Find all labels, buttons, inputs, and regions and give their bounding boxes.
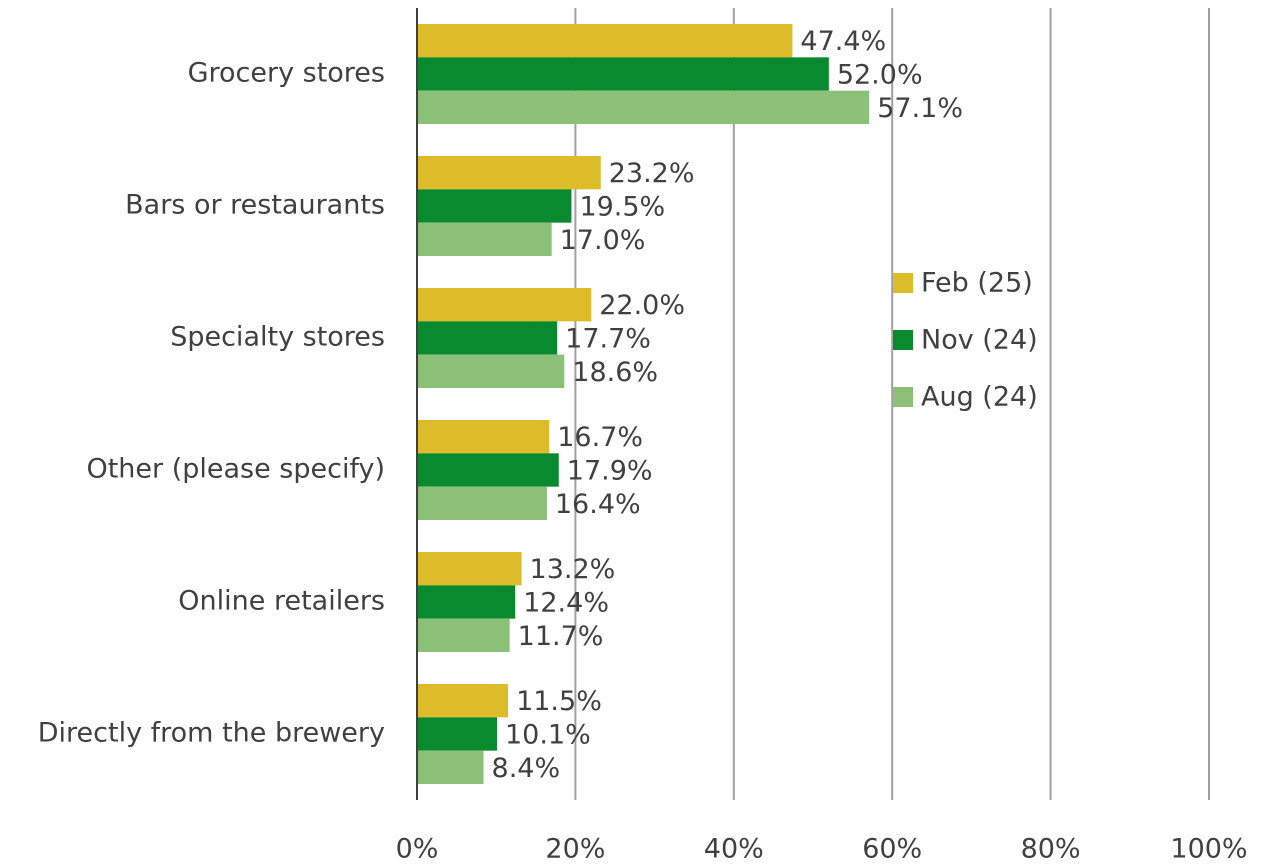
bar xyxy=(417,552,522,586)
value-label: 18.6% xyxy=(572,357,658,388)
value-label: 22.0% xyxy=(599,290,685,321)
bar xyxy=(417,156,601,190)
x-tick-label: 100% xyxy=(1170,834,1247,865)
bar xyxy=(417,189,572,223)
x-tick-label: 40% xyxy=(704,834,764,865)
category-label: Directly from the brewery xyxy=(38,718,385,749)
value-label: 12.4% xyxy=(523,588,609,619)
bar xyxy=(417,618,510,652)
bar xyxy=(417,24,793,58)
x-tick-label: 20% xyxy=(545,834,605,865)
bar xyxy=(417,354,565,388)
bar xyxy=(417,321,558,355)
value-label: 47.4% xyxy=(800,26,886,57)
value-label: 16.4% xyxy=(555,489,641,520)
value-label: 10.1% xyxy=(505,720,591,751)
bar xyxy=(417,486,547,520)
legend-label: Feb (25) xyxy=(921,268,1033,299)
value-label: 13.2% xyxy=(530,554,616,585)
category-label: Specialty stores xyxy=(170,322,385,353)
value-label: 19.5% xyxy=(579,192,665,223)
legend-swatch xyxy=(893,387,913,407)
value-label: 8.4% xyxy=(492,753,561,784)
legend-swatch xyxy=(893,330,913,350)
value-label: 17.0% xyxy=(560,225,646,256)
value-label: 17.7% xyxy=(565,324,651,355)
category-label: Bars or restaurants xyxy=(125,190,385,221)
bar xyxy=(417,585,516,619)
bar xyxy=(417,750,484,784)
bar xyxy=(417,222,552,256)
value-label: 11.5% xyxy=(516,686,602,717)
x-tick-label: 60% xyxy=(862,834,922,865)
bar xyxy=(417,717,497,751)
legend-swatch xyxy=(893,273,913,293)
category-label: Other (please specify) xyxy=(86,454,385,485)
value-label: 57.1% xyxy=(877,93,963,124)
bar xyxy=(417,90,870,124)
bar xyxy=(417,453,559,487)
x-tick-label: 0% xyxy=(396,834,439,865)
value-label: 23.2% xyxy=(609,158,695,189)
legend-label: Aug (24) xyxy=(921,382,1038,413)
bar xyxy=(417,288,592,322)
value-label: 17.9% xyxy=(567,456,653,487)
x-tick-label: 80% xyxy=(1021,834,1081,865)
category-label: Grocery stores xyxy=(188,58,385,89)
category-label: Online retailers xyxy=(178,586,385,617)
legend-label: Nov (24) xyxy=(921,325,1038,356)
bar xyxy=(417,57,829,91)
bar xyxy=(417,684,509,718)
value-label: 52.0% xyxy=(837,60,923,91)
value-label: 16.7% xyxy=(557,422,643,453)
bar xyxy=(417,420,550,454)
value-label: 11.7% xyxy=(518,621,604,652)
